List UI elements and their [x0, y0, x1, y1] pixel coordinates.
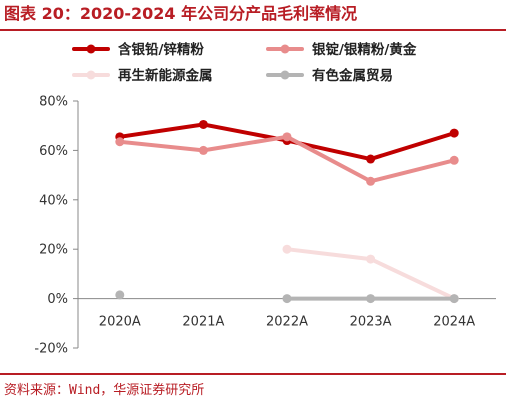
x-tick-label: 2023A: [350, 315, 392, 330]
title-divider: [0, 29, 506, 31]
legend-swatch-marker: [280, 44, 290, 54]
legend-item: 有色金属贸易: [266, 67, 393, 84]
legend-label: 再生新能源金属: [118, 67, 213, 84]
data-point: [115, 290, 125, 300]
data-point: [198, 119, 208, 129]
axes: 80% 60% 40% 20% 0% -20% 2020A 2021A 2022A 2023A 20…: [34, 95, 496, 357]
data-point: [198, 145, 208, 155]
data-point: [366, 176, 376, 186]
y-tick-label: 60%: [39, 144, 68, 159]
legend-swatch-marker: [280, 70, 290, 80]
data-point: [282, 132, 292, 142]
x-tick-label: 2020A: [99, 315, 141, 330]
y-tick-label: 80%: [39, 95, 68, 110]
y-tick-label: 0%: [47, 292, 68, 307]
legend-label: 有色金属贸易: [312, 67, 393, 84]
data-point: [449, 155, 459, 165]
series-0: [115, 119, 459, 164]
x-tick-label: 2021A: [182, 315, 224, 330]
data-point: [449, 128, 459, 138]
legend-label: 含银铅/锌精粉: [118, 41, 204, 58]
data-point: [366, 294, 376, 304]
y-tick-label: -20%: [34, 342, 68, 357]
data-point: [366, 254, 376, 264]
legend-label: 银锭/银精粉/黄金: [312, 41, 417, 58]
x-tick-label: 2024A: [433, 315, 475, 330]
series-3: [115, 290, 459, 304]
data-point: [115, 137, 125, 147]
legend-swatch-marker: [86, 70, 96, 80]
chart-title: 图表 20：2020-2024 年公司分产品毛利率情况: [4, 4, 358, 23]
y-tick-label: 40%: [39, 193, 68, 208]
series-layer: [115, 119, 459, 304]
legend-item: 含银铅/锌精粉: [72, 41, 204, 58]
source-note: 资料来源：Wind，华源证券研究所: [4, 383, 205, 398]
data-point: [449, 294, 459, 304]
legend-swatch-marker: [86, 44, 96, 54]
legend-item: 再生新能源金属: [72, 67, 213, 84]
series-1: [115, 132, 459, 186]
legend-item: 银锭/银精粉/黄金: [266, 41, 417, 58]
source-divider: [0, 373, 506, 375]
data-point: [282, 294, 292, 304]
y-tick-label: 20%: [39, 243, 68, 258]
data-point: [282, 244, 292, 254]
x-tick-label: 2022A: [266, 315, 308, 330]
data-point: [366, 154, 376, 164]
